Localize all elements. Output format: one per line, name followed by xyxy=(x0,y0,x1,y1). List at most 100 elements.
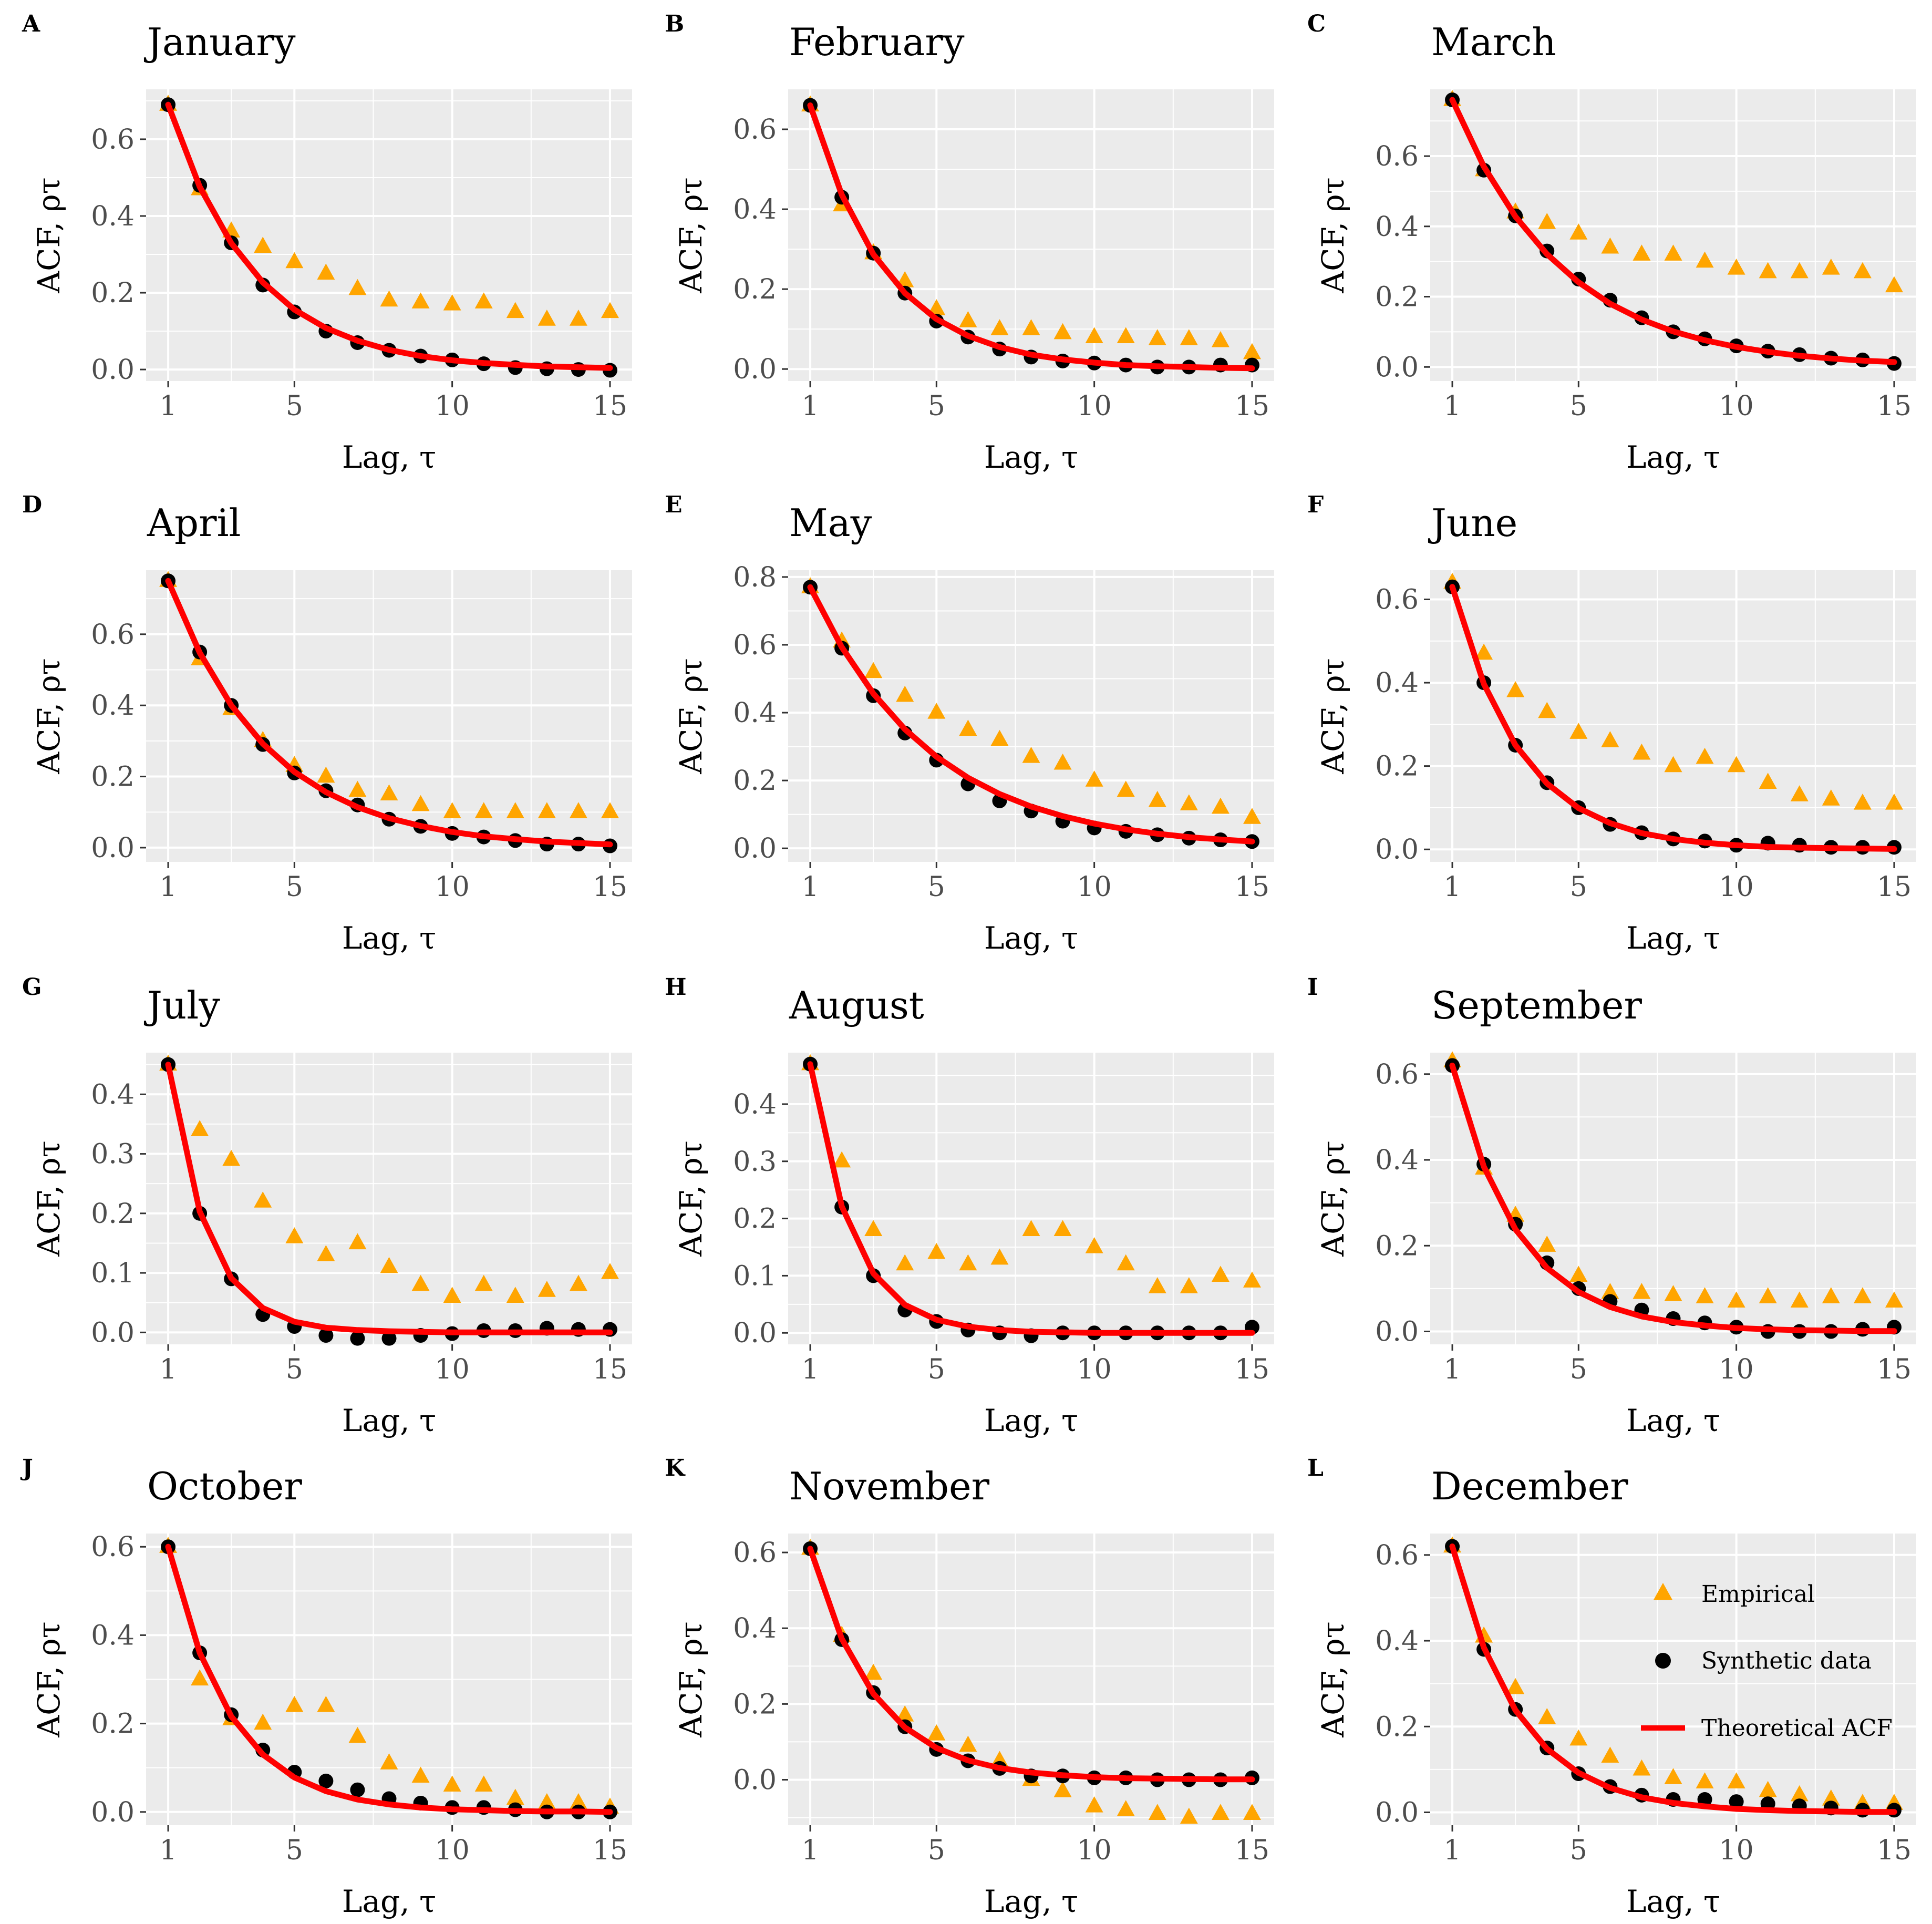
x-tick-label: 1 xyxy=(1443,390,1461,422)
empirical-point xyxy=(1211,1804,1230,1820)
empirical-point xyxy=(1822,259,1840,275)
empirical-point xyxy=(569,1793,587,1809)
empirical-point xyxy=(1822,1789,1840,1806)
y-tick-label: 0.1 xyxy=(91,1258,135,1289)
synthetic-point xyxy=(381,1331,397,1346)
x-axis-label: Lag, τ xyxy=(342,920,436,956)
empirical-point xyxy=(538,802,556,818)
empirical-point xyxy=(1053,753,1072,770)
empirical-point xyxy=(317,1245,335,1261)
y-tick-label: 0.4 xyxy=(733,697,777,729)
panel-letter: G xyxy=(22,974,42,1001)
panel-title: July xyxy=(143,983,220,1027)
empirical-point xyxy=(1211,1265,1230,1282)
empirical-point xyxy=(1633,1759,1651,1776)
empirical-point xyxy=(1853,1287,1872,1303)
empirical-point xyxy=(1180,794,1198,810)
empirical-point xyxy=(1569,723,1588,739)
empirical-point xyxy=(285,252,304,269)
empirical-point xyxy=(1117,780,1135,797)
empirical-point xyxy=(1696,1772,1714,1789)
y-axis-label: ACF, ρτ xyxy=(673,658,709,775)
panel-title: January xyxy=(143,20,296,64)
empirical-point xyxy=(348,780,367,797)
x-axis-label: Lag, τ xyxy=(342,1403,436,1438)
empirical-point xyxy=(1117,327,1135,343)
empirical-point xyxy=(1085,1796,1103,1813)
panel-title: October xyxy=(147,1464,302,1508)
empirical-point xyxy=(1601,1746,1619,1763)
empirical-point xyxy=(1759,1781,1777,1797)
theoretical-acf-line xyxy=(165,101,613,371)
x-tick-label: 15 xyxy=(593,390,627,422)
x-axis-label: Lag, τ xyxy=(342,1884,436,1919)
panel-letter: C xyxy=(1307,11,1326,37)
empirical-point xyxy=(474,292,493,308)
y-axis-label: ACF, ρτ xyxy=(31,658,67,775)
empirical-point xyxy=(1664,1768,1682,1784)
y-tick-label: 0.2 xyxy=(91,277,135,309)
y-tick-label: 0.6 xyxy=(1375,1059,1419,1090)
empirical-point xyxy=(864,1663,883,1680)
x-tick-label: 5 xyxy=(928,390,945,422)
empirical-point xyxy=(896,685,914,702)
x-axis-label: Lag, τ xyxy=(984,1884,1078,1919)
empirical-point xyxy=(1538,213,1556,229)
y-tick-label: 0.2 xyxy=(91,762,135,793)
empirical-point xyxy=(1822,789,1840,806)
y-tick-label: 0.4 xyxy=(91,201,135,232)
empirical-point xyxy=(1790,1291,1809,1308)
x-tick-label: 1 xyxy=(159,1835,177,1866)
empirical-point xyxy=(1243,343,1261,359)
x-tick-label: 5 xyxy=(1570,1835,1587,1866)
y-tick-label: 0.8 xyxy=(733,562,777,593)
empirical-point xyxy=(927,1242,946,1259)
panel-letter: L xyxy=(1307,1455,1324,1481)
empirical-point xyxy=(1696,1287,1714,1303)
empirical-point xyxy=(538,1281,556,1297)
panel-letter: F xyxy=(1307,491,1324,518)
synthetic-point xyxy=(318,1328,334,1343)
empirical-point xyxy=(1148,329,1166,345)
legend-empirical-key xyxy=(1654,1582,1672,1600)
y-tick-label: 0.0 xyxy=(733,833,777,865)
empirical-point xyxy=(1180,1277,1198,1293)
empirical-point xyxy=(833,1151,851,1168)
empirical-point xyxy=(1759,773,1777,789)
theoretical-acf-line xyxy=(807,1546,1255,1783)
x-axis-label: Lag, τ xyxy=(342,439,436,475)
empirical-point xyxy=(1696,251,1714,268)
empirical-point xyxy=(1085,1237,1103,1253)
empirical-point xyxy=(1569,1729,1588,1746)
y-tick-label: 0.2 xyxy=(733,765,777,797)
theoretical-acf-line xyxy=(165,1062,613,1335)
empirical-point xyxy=(601,802,619,818)
empirical-point xyxy=(380,784,398,801)
x-tick-label: 10 xyxy=(1719,871,1754,903)
empirical-point xyxy=(474,1274,493,1291)
x-tick-label: 1 xyxy=(1443,1835,1461,1866)
empirical-point xyxy=(1885,794,1903,810)
empirical-point xyxy=(1117,1254,1135,1271)
empirical-point xyxy=(411,292,430,308)
panel-letter: K xyxy=(665,1455,686,1481)
empirical-point xyxy=(506,1287,524,1303)
empirical-point xyxy=(348,279,367,295)
theoretical-acf-line xyxy=(165,578,613,848)
x-tick-label: 5 xyxy=(928,1354,945,1385)
empirical-point xyxy=(1211,797,1230,814)
empirical-point xyxy=(1727,259,1745,275)
empirical-point xyxy=(506,802,524,818)
x-tick-label: 1 xyxy=(801,390,819,422)
x-tick-label: 15 xyxy=(593,1354,627,1385)
plot-background xyxy=(1430,570,1916,862)
x-tick-label: 15 xyxy=(1877,871,1912,903)
legend-theoretical-label: Theoretical ACF xyxy=(1701,1715,1893,1742)
empirical-point xyxy=(1180,329,1198,345)
empirical-point xyxy=(443,1287,461,1303)
empirical-point xyxy=(506,302,524,318)
y-tick-label: 0.0 xyxy=(733,1765,777,1796)
empirical-point xyxy=(1148,790,1166,807)
